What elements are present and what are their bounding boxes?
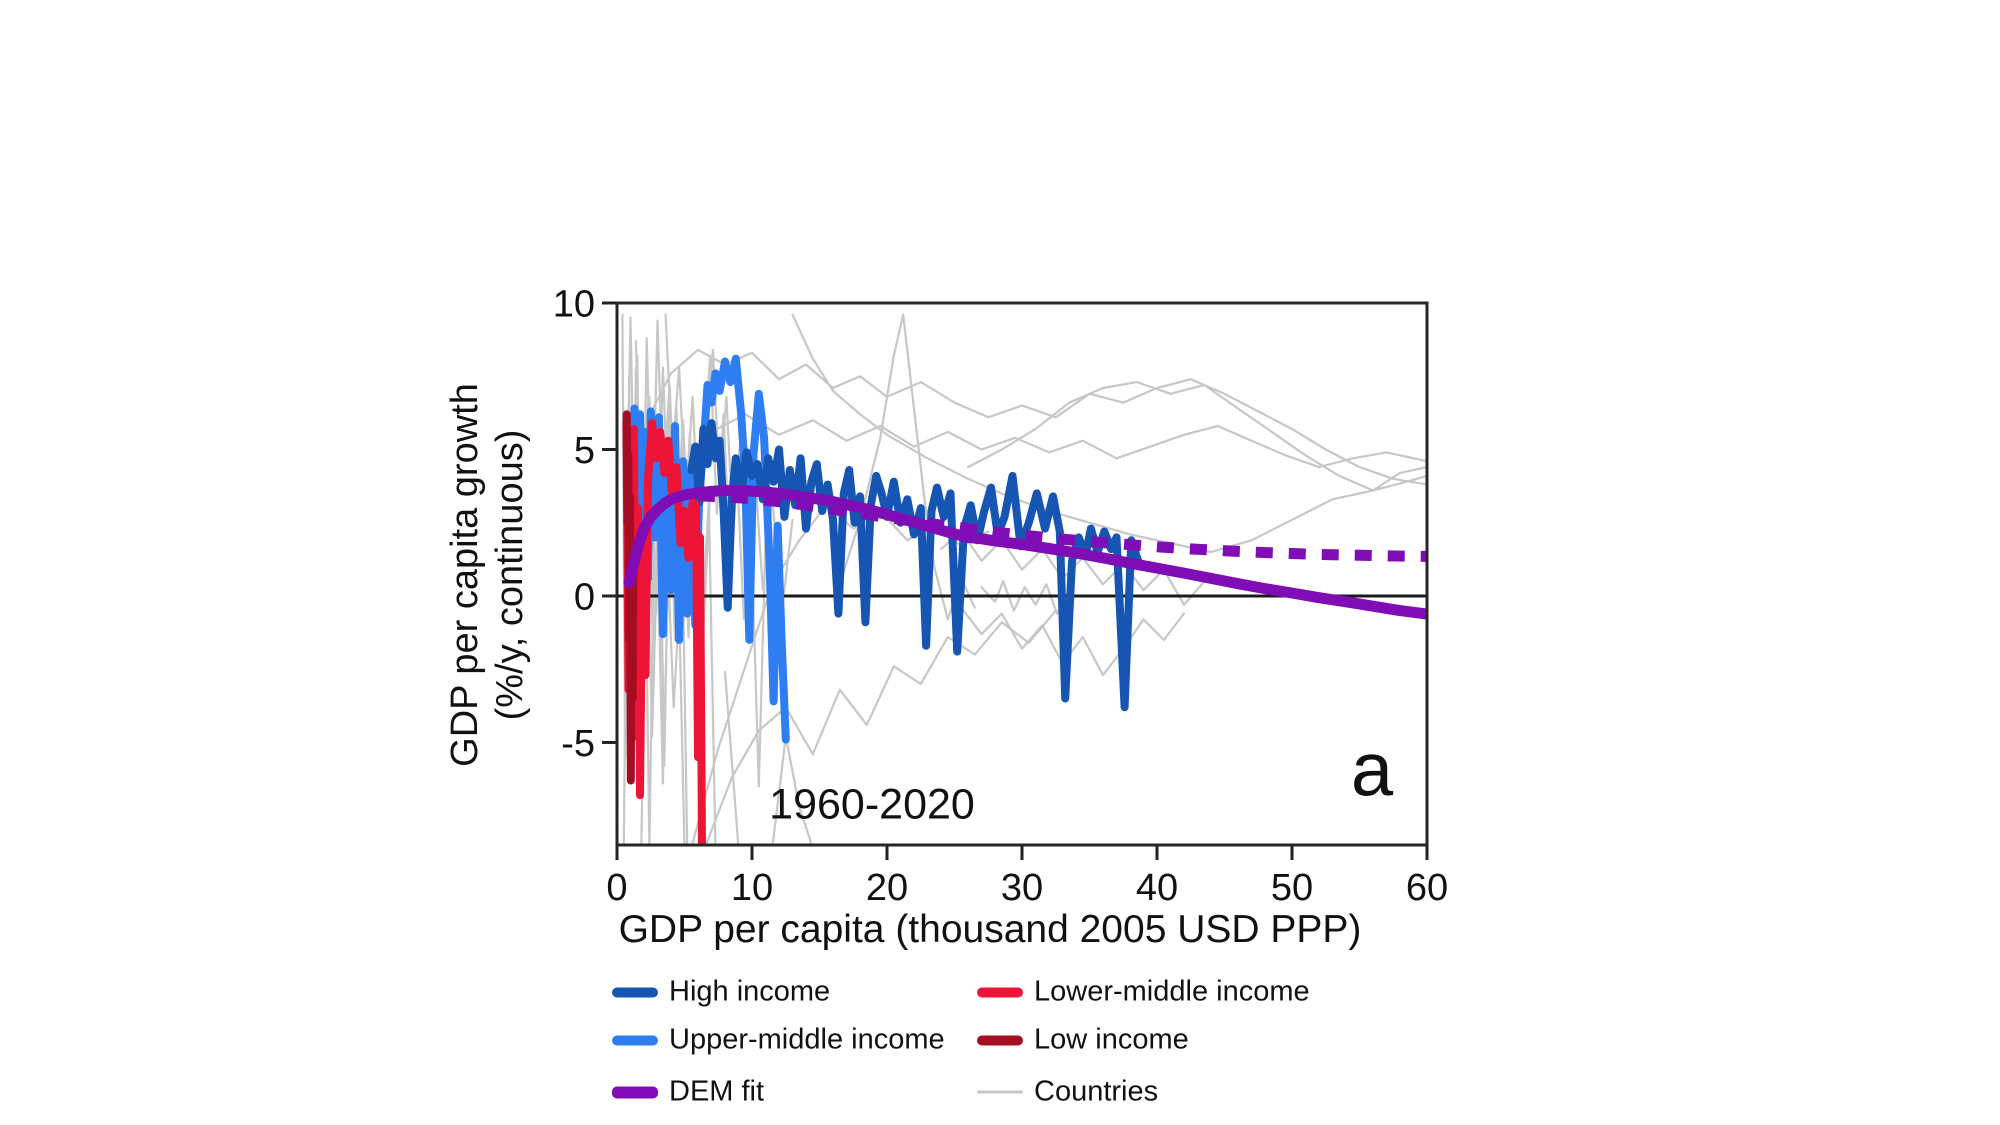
y-axis-label: GDP per capita growth (%/y, continuous) (443, 383, 533, 767)
legend-item-lower-middle-income: Lower-middle income (977, 976, 1310, 1009)
x-tick-label: 50 (1271, 867, 1313, 909)
x-tick-label: 20 (866, 867, 908, 909)
period-annotation: 1960-2020 (769, 780, 975, 829)
y-tick-label: 10 (553, 283, 595, 325)
y-tick-label: 5 (574, 430, 595, 472)
plot-frame (615, 301, 1429, 847)
lower-middle-income-swatch-icon (977, 987, 1023, 997)
legend-label: DEM fit (669, 1075, 765, 1108)
x-tick-label: 30 (1001, 867, 1043, 909)
series-dem-fit (623, 485, 1427, 620)
y-tick-label: 0 (574, 576, 595, 618)
x-axis-label: GDP per capita (thousand 2005 USD PPP) (618, 908, 1362, 951)
legend-item-dem-fit: DEM fit (612, 1076, 764, 1109)
y-tick-label: -5 (561, 723, 595, 765)
series-lower-middle-income (622, 419, 706, 845)
low-income-swatch-icon (977, 1035, 1023, 1045)
dem-fit-swatch-icon (612, 1086, 658, 1098)
legend-item-countries: Countries (977, 1076, 1158, 1109)
x-tick-label: 60 (1406, 867, 1448, 909)
series-high-income (687, 419, 1143, 712)
legend-item-upper-middle-income: Upper-middle income (612, 1024, 945, 1057)
x-tick-label: 0 (606, 867, 627, 909)
series-low-income (622, 410, 638, 785)
legend-label: Upper-middle income (669, 1023, 945, 1056)
series-dem-fit-extrapolation- (697, 490, 1427, 562)
x-tick-label: 40 (1136, 867, 1178, 909)
panel-label: a (1350, 727, 1394, 813)
y-axis-label-line2: (%/y, continuous) (489, 429, 531, 721)
x-tick-label: 10 (731, 867, 773, 909)
legend-item-high-income: High income (612, 976, 830, 1009)
countries-swatch-icon (977, 1090, 1023, 1094)
plot-area (617, 313, 1427, 845)
legend-label: Lower-middle income (1034, 975, 1310, 1008)
legend-label: Low income (1034, 1023, 1189, 1056)
upper-middle-income-swatch-icon (612, 1035, 658, 1045)
y-axis-label-line1: GDP per capita growth (444, 383, 487, 767)
legend-label: High income (669, 975, 831, 1008)
legend-item-low-income: Low income (977, 1024, 1189, 1057)
high-income-swatch-icon (612, 987, 658, 997)
legend-label: Countries (1034, 1075, 1159, 1108)
